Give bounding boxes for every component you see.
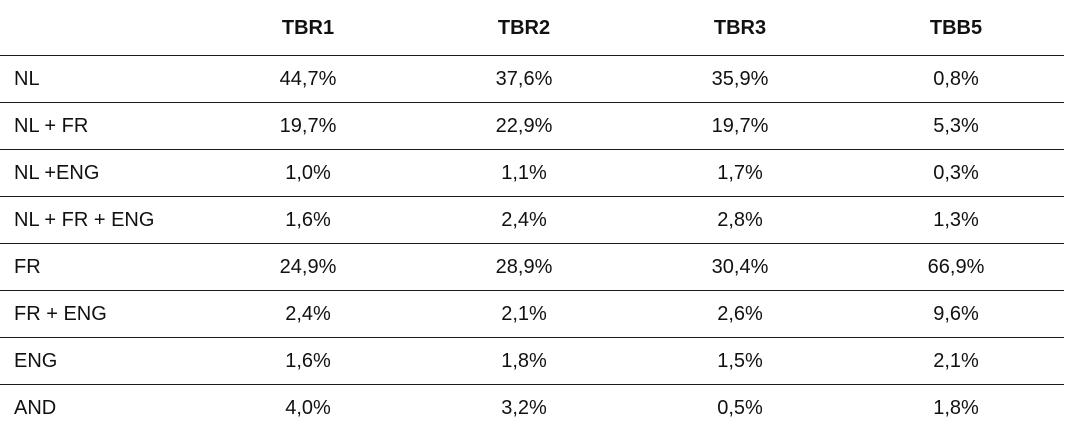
table-cell: 1,8% — [933, 397, 979, 419]
table-cell: 1,1% — [416, 149, 632, 197]
table-row: NL +ENG 1,0% 1,1% 1,7% 0,3% — [0, 149, 1064, 197]
table-cell: 22,9% — [416, 102, 632, 150]
row-label: NL — [0, 55, 200, 103]
row-label: FR + ENG — [0, 290, 200, 338]
table-cell: 2,8% — [632, 196, 848, 244]
table-row: NL + FR 19,7% 22,9% 19,7% 5,3% — [0, 102, 1064, 150]
table-cell: 5,3% — [848, 102, 1064, 150]
table-cell: 3,2% — [501, 397, 547, 419]
table-row: FR + ENG 2,4% 2,1% 2,6% 9,6% — [0, 290, 1064, 338]
table-row: NL 44,7% 37,6% 35,9% 0,8% — [0, 55, 1064, 103]
table-row: NL + FR + ENG 1,6% 2,4% 2,8% 1,3% — [0, 196, 1064, 244]
table-cell: 1,0% — [200, 149, 416, 197]
row-label: NL +ENG — [0, 149, 200, 197]
table-cell: 66,9% — [848, 243, 1064, 291]
table-cell: 2,6% — [632, 290, 848, 338]
table-cell: 1,8% — [416, 337, 632, 385]
table-cell: 9,6% — [848, 290, 1064, 338]
table-cell: 2,1% — [416, 290, 632, 338]
row-label: NL + FR + ENG — [0, 196, 200, 244]
table-cell: 19,7% — [200, 102, 416, 150]
table-row: ENG 1,6% 1,8% 1,5% 2,1% — [0, 337, 1064, 385]
row-label: AND — [14, 397, 57, 419]
table-cell: 44,7% — [200, 55, 416, 103]
table-cell: 2,1% — [848, 337, 1064, 385]
table-header: TBR1 TBR2 TBR3 TBB5 — [0, 0, 1064, 56]
header-corner-cell — [0, 0, 200, 56]
table-cell: 19,7% — [632, 102, 848, 150]
table-cell: 2,4% — [416, 196, 632, 244]
table-cell: 0,8% — [848, 55, 1064, 103]
header-tbr3: TBR3 — [632, 0, 848, 56]
table-cell: 30,4% — [632, 243, 848, 291]
table-cell: 37,6% — [416, 55, 632, 103]
table-body: NL 44,7% 37,6% 35,9% 0,8% NL + FR 19,7% … — [0, 55, 1064, 431]
table-cell: 1,5% — [632, 337, 848, 385]
row-label: NL + FR — [0, 102, 200, 150]
row-label: ENG — [0, 337, 200, 385]
header-tbr2: TBR2 — [416, 0, 632, 56]
table-cell: 4,0% — [285, 397, 331, 419]
table-cell: 1,7% — [632, 149, 848, 197]
table-cell: 24,9% — [200, 243, 416, 291]
table-cell: 1,6% — [200, 196, 416, 244]
row-label: FR — [0, 243, 200, 291]
table-cell: 0,5% — [717, 397, 763, 419]
table-cell: 35,9% — [632, 55, 848, 103]
table-cell: 28,9% — [416, 243, 632, 291]
table-cell: 1,3% — [848, 196, 1064, 244]
table-row: AND 4,0% 3,2% 0,5% 1,8% — [0, 385, 1064, 431]
header-row: TBR1 TBR2 TBR3 TBB5 — [0, 0, 1064, 56]
header-tbb5: TBB5 — [848, 0, 1064, 56]
table-row: FR 24,9% 28,9% 30,4% 66,9% — [0, 243, 1064, 291]
table-cell: 0,3% — [848, 149, 1064, 197]
table-cell: 2,4% — [200, 290, 416, 338]
header-tbr1: TBR1 — [200, 0, 416, 56]
table-cell: 1,6% — [200, 337, 416, 385]
